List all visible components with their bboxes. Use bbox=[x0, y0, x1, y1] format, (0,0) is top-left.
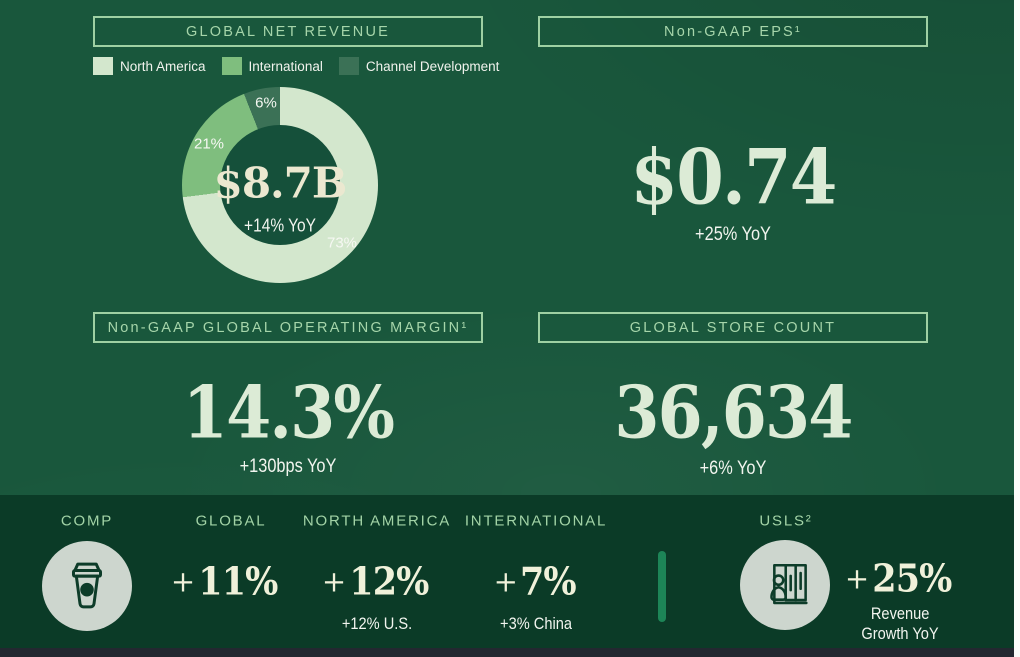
non-gaap-eps-header: Non-GAAP EPS¹ bbox=[538, 16, 928, 47]
main-section: GLOBAL NET REVENUE Non-GAAP EPS¹ Non-GAA… bbox=[93, 16, 928, 479]
licensed-store-door-icon bbox=[753, 551, 817, 620]
international-swatch bbox=[221, 57, 242, 75]
international-comp-value: +7% bbox=[493, 558, 577, 604]
comp-bar-divider bbox=[658, 551, 666, 622]
global-comp-value: +11% bbox=[170, 558, 279, 604]
bottom-strip bbox=[0, 648, 1020, 657]
channel-development-swatch bbox=[338, 57, 359, 75]
china-comp-sub-value: +3% China bbox=[500, 614, 572, 633]
north-america-comp-value: +12% bbox=[321, 558, 430, 604]
eps-yoy-change: +25% YoY bbox=[695, 224, 771, 245]
usls-value: +25% bbox=[844, 555, 953, 601]
operating-margin-header: Non-GAAP GLOBAL OPERATING MARGIN¹ bbox=[93, 312, 483, 343]
store-count-value: 36,634 bbox=[614, 369, 853, 455]
store-count-yoy-change: +6% YoY bbox=[699, 458, 767, 479]
operating-margin-value: 14.3% bbox=[182, 369, 395, 455]
global-store-count-header: GLOBAL STORE COUNT bbox=[538, 312, 928, 343]
togo-cup-icon bbox=[55, 552, 119, 621]
comp-cup-badge bbox=[42, 541, 132, 631]
global-comp-label: GLOBAL bbox=[195, 512, 267, 530]
revenue-yoy-change: +14% YoY bbox=[244, 215, 316, 236]
donut-hole bbox=[220, 125, 340, 245]
us-comp-sub-value: +12% U.S. bbox=[341, 614, 413, 633]
global-net-revenue-header: GLOBAL NET REVENUE bbox=[93, 16, 483, 47]
international-comp-label: INTERNATIONAL bbox=[464, 512, 608, 530]
legend-item-north-america: North America bbox=[93, 57, 206, 75]
operating-margin-yoy-change: +130bps YoY bbox=[239, 456, 337, 477]
revenue-legend: North America International Channel Deve… bbox=[93, 57, 499, 75]
north-america-swatch bbox=[93, 57, 113, 75]
eps-value: $0.74 bbox=[630, 132, 837, 222]
channel-development-percent-label: 6% bbox=[255, 94, 277, 112]
north-america-label: North America bbox=[120, 58, 206, 74]
comp-section-label: COMP bbox=[60, 512, 114, 530]
non-gaap-eps-title: Non-GAAP EPS¹ bbox=[664, 23, 802, 40]
usls-sub-label: Revenue Growth YoY bbox=[861, 604, 939, 643]
comp-bar bbox=[0, 495, 1020, 648]
right-edge-strip bbox=[1014, 0, 1020, 657]
revenue-total-value: $8.7B bbox=[213, 158, 348, 208]
global-net-revenue-title: GLOBAL NET REVENUE bbox=[186, 23, 390, 40]
north-america-comp-label: NORTH AMERICA bbox=[302, 512, 452, 530]
channel-development-label: Channel Development bbox=[365, 58, 500, 74]
usls-label: USLS² bbox=[759, 512, 813, 530]
global-store-count-title: GLOBAL STORE COUNT bbox=[629, 319, 837, 336]
operating-margin-title: Non-GAAP GLOBAL OPERATING MARGIN¹ bbox=[107, 319, 469, 336]
legend-item-channel-development: Channel Development bbox=[338, 57, 500, 75]
usls-badge bbox=[740, 540, 830, 630]
north-america-percent-label: 73% bbox=[326, 234, 358, 252]
international-label: International bbox=[248, 58, 323, 74]
legend-item-international: International bbox=[221, 57, 323, 75]
international-percent-label: 21% bbox=[193, 135, 225, 153]
